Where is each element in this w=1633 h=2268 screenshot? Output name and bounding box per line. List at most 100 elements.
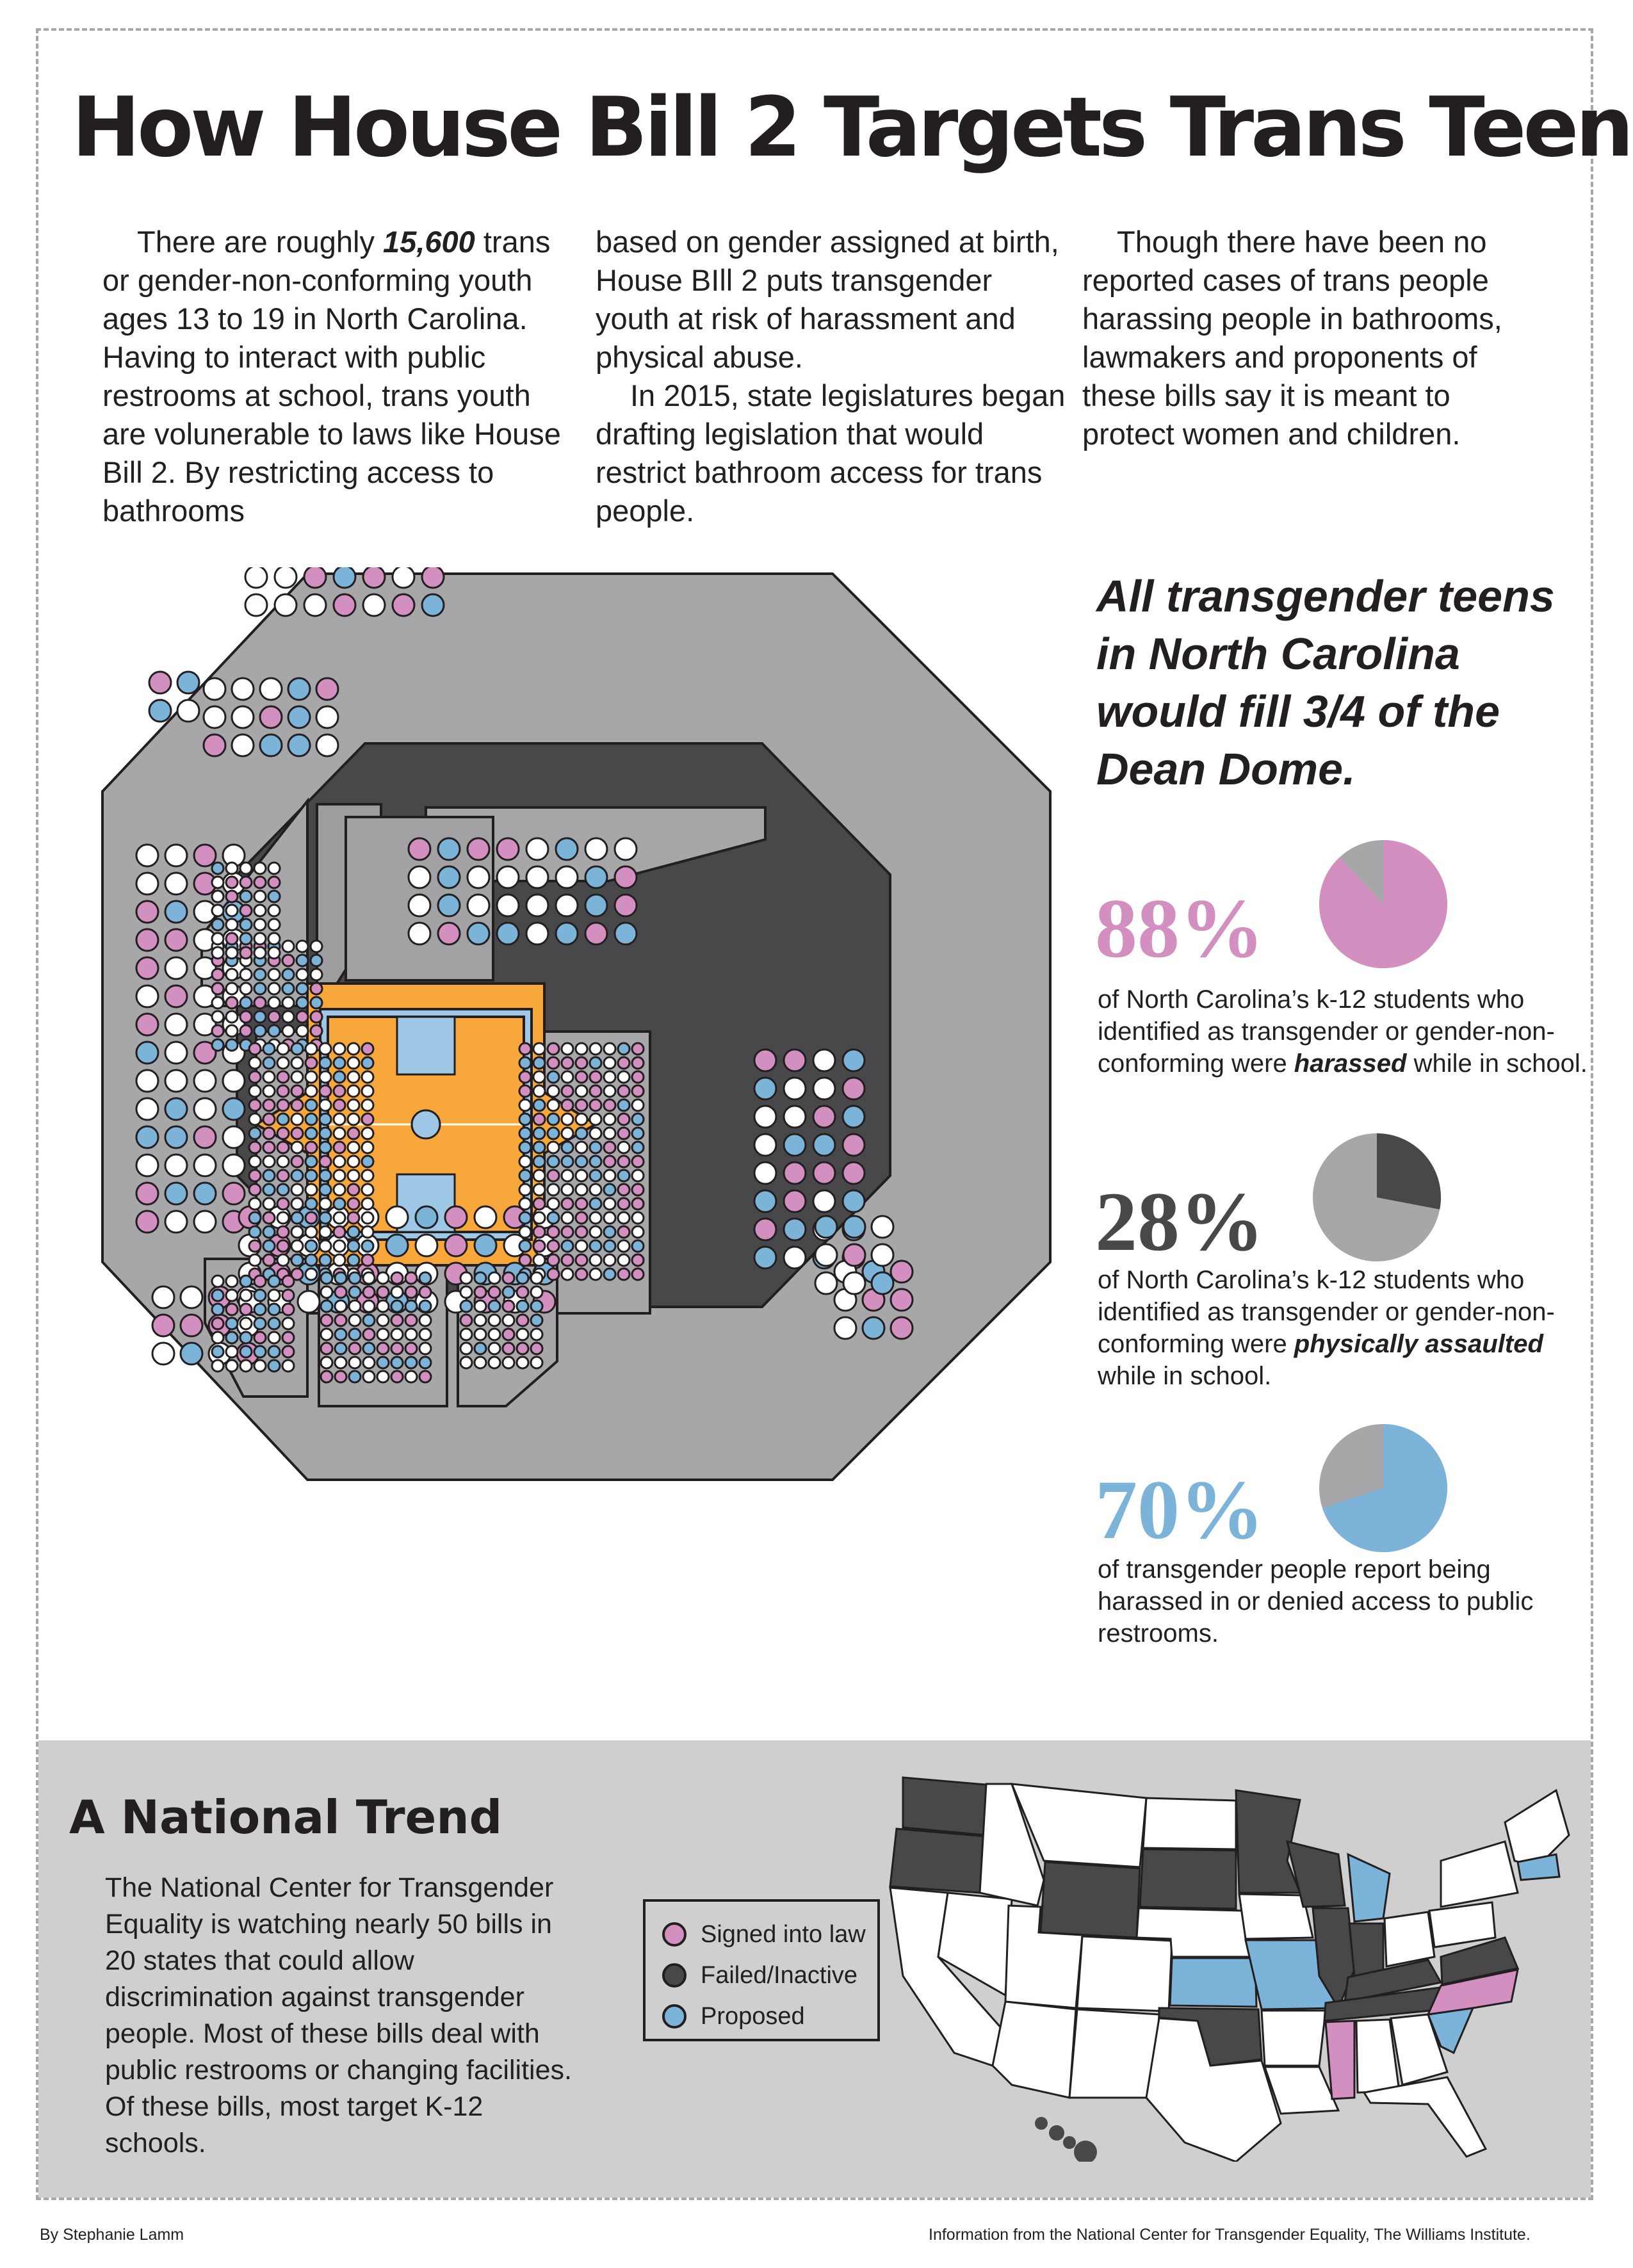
- state-massachusetts: [1516, 1853, 1561, 1881]
- seat: [222, 1069, 246, 1093]
- seat: [530, 1285, 544, 1299]
- seat: [239, 932, 253, 946]
- seat: [404, 1370, 418, 1384]
- seat: [589, 1197, 603, 1211]
- seat: [239, 968, 253, 982]
- seat: [560, 1239, 574, 1253]
- seat: [151, 1313, 175, 1338]
- seat: [202, 677, 227, 701]
- seat: [320, 1356, 334, 1370]
- seat: [814, 1215, 838, 1239]
- seat: [318, 1070, 332, 1084]
- seat: [603, 1183, 617, 1197]
- seat: [290, 1239, 304, 1253]
- seat: [346, 1084, 361, 1098]
- seat: [603, 1239, 617, 1253]
- legend-dot-proposed: [662, 2004, 687, 2029]
- seat: [631, 1239, 645, 1253]
- seat: [290, 1112, 304, 1126]
- seat: [574, 1042, 589, 1056]
- seat: [309, 982, 323, 996]
- seat: [193, 1097, 217, 1121]
- seat: [332, 1070, 346, 1084]
- seat: [290, 1070, 304, 1084]
- seat: [239, 861, 253, 875]
- state-ohio: [1383, 1911, 1436, 1968]
- seat: [318, 1211, 332, 1225]
- seat: [248, 1056, 262, 1070]
- seat: [276, 1197, 290, 1211]
- seat: [267, 875, 281, 889]
- seat: [211, 1024, 225, 1038]
- state-south-dakota: [1139, 1848, 1237, 1910]
- seat: [253, 861, 267, 875]
- seat: [164, 1210, 188, 1234]
- seat: [332, 1126, 346, 1140]
- seat: [318, 1084, 332, 1098]
- seat: [267, 946, 281, 960]
- seat: [574, 1239, 589, 1253]
- seat: [304, 1042, 318, 1056]
- seat: [532, 1112, 546, 1126]
- seat: [225, 982, 239, 996]
- seat: [267, 968, 281, 982]
- seat: [812, 1048, 836, 1073]
- seat: [617, 1197, 631, 1211]
- seat: [812, 1133, 836, 1157]
- seat: [346, 1211, 361, 1225]
- seat: [276, 1042, 290, 1056]
- seat: [290, 1169, 304, 1183]
- seat: [239, 1024, 253, 1038]
- seat: [361, 1070, 375, 1084]
- seat: [631, 1042, 645, 1056]
- seat: [555, 921, 579, 946]
- state-new-england: [1504, 1788, 1570, 1868]
- seat: [262, 1183, 276, 1197]
- seat: [348, 1285, 362, 1299]
- seat: [459, 1356, 473, 1370]
- seat: [546, 1098, 560, 1112]
- seat: [346, 1225, 361, 1239]
- seat: [783, 1105, 807, 1129]
- seat: [164, 1181, 188, 1206]
- seat: [248, 1084, 262, 1098]
- seat: [248, 1140, 262, 1154]
- seat: [320, 1370, 334, 1384]
- seat: [603, 1267, 617, 1281]
- seat: [304, 1056, 318, 1070]
- stat-assaulted-pie: [1313, 1133, 1441, 1261]
- seat: [179, 1341, 204, 1366]
- seat: [332, 1183, 346, 1197]
- seat: [248, 1183, 262, 1197]
- seat: [530, 1313, 544, 1327]
- seat: [239, 918, 253, 932]
- seat: [290, 1056, 304, 1070]
- seat: [348, 1370, 362, 1384]
- seat: [487, 1285, 501, 1299]
- seat: [603, 1098, 617, 1112]
- seat: [309, 1024, 323, 1038]
- seat: [574, 1225, 589, 1239]
- seat: [390, 1370, 404, 1384]
- seat: [437, 837, 461, 861]
- seat: [753, 1245, 777, 1270]
- seat: [164, 1012, 188, 1037]
- state-louisiana: [1263, 2066, 1340, 2115]
- seat: [361, 1253, 375, 1267]
- seat: [487, 1327, 501, 1341]
- seat: [193, 1181, 217, 1206]
- seat: [418, 1327, 432, 1341]
- seat: [589, 1140, 603, 1154]
- seat: [303, 567, 327, 589]
- seat: [239, 889, 253, 903]
- seat: [404, 1299, 418, 1313]
- seat: [290, 1042, 304, 1056]
- seat: [276, 1239, 290, 1253]
- seat: [518, 1253, 532, 1267]
- seat: [346, 1098, 361, 1112]
- seat: [546, 1211, 560, 1225]
- seat: [555, 837, 579, 861]
- court-center-circle: [410, 1109, 441, 1140]
- seat: [290, 1140, 304, 1154]
- seat: [267, 1288, 281, 1302]
